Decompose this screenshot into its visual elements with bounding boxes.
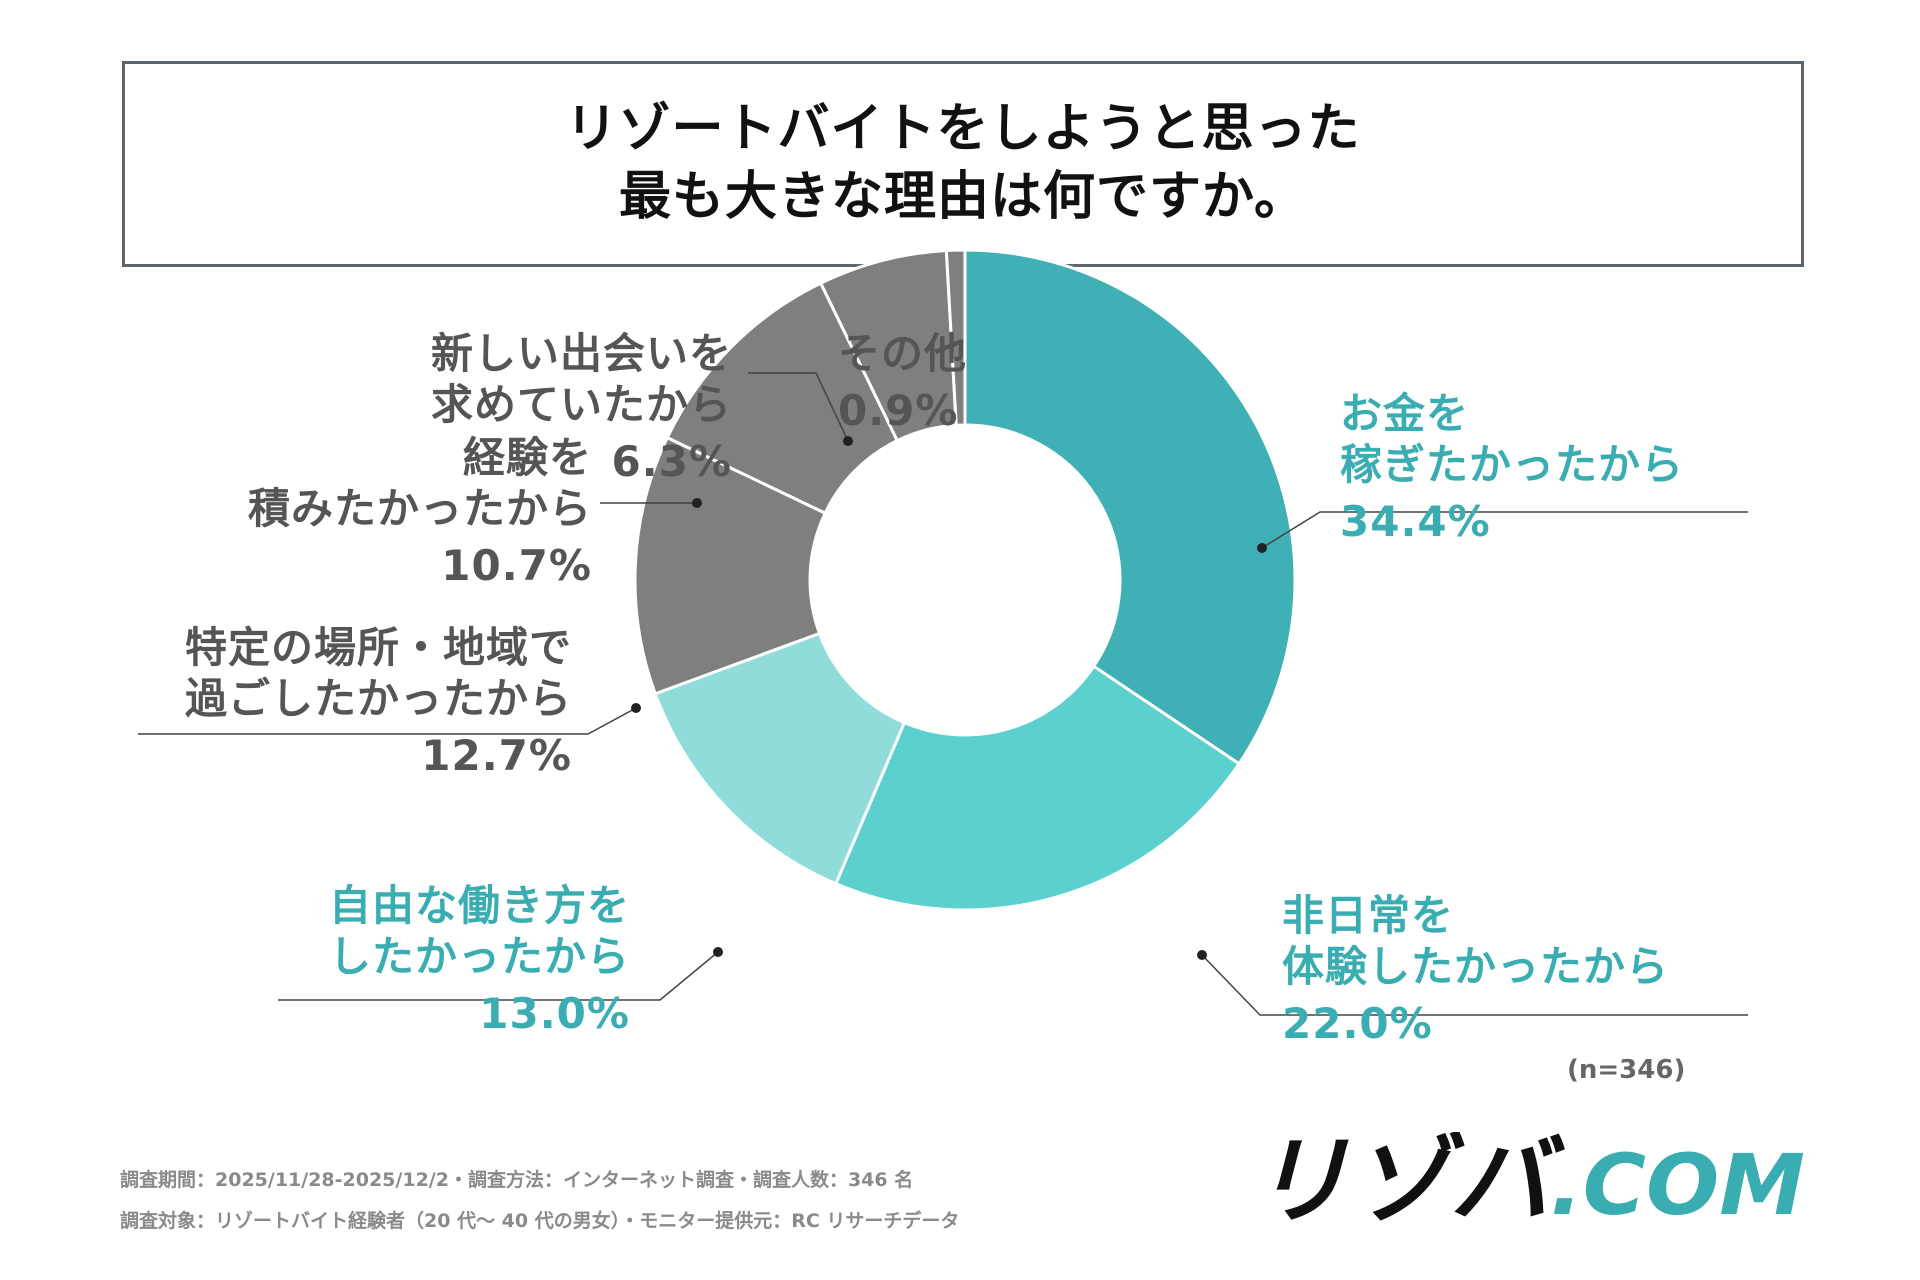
label-freedom-line2: したかったから [328,932,630,982]
label-encounter-line2: 求めていたから [430,380,732,430]
label-experience-line2: 積みたかったから [247,484,592,534]
data-label-freedom: 13.0% [479,989,630,1039]
label-money-line2: 稼ぎたかったから [1340,440,1685,490]
data-label-encounter: 6.3% [611,437,732,487]
label-experience-line1: 経験を [462,433,592,482]
leader-money [1261,511,1748,549]
footer-survey-info-2: 調査対象：リゾートバイト経験者（20 代～ 40 代の男女）・モニター提供元：R… [120,1210,960,1232]
label-place-line1: 特定の場所・地域で [184,623,572,672]
leader-place [138,707,637,735]
leader-extraordinary-dot [1197,950,1207,960]
leader-money-dot [1257,543,1267,553]
label-encounter-line1: 新しい出会いを [430,329,732,378]
label-money-line1: お金を [1340,389,1470,438]
leader-freedom-dot [713,947,723,957]
label-place: 特定の場所・地域で 過ごしたかったから 12.7% [185,622,572,782]
label-other: その他 0.9% [838,328,966,436]
label-encounter: 新しい出会いを 求めていたから 6.3% [431,328,732,488]
slice-other [944,248,967,427]
leader-extraordinary [1201,954,1748,1016]
label-extraordinary-line1: 非日常を [1282,891,1455,940]
leader-encounter [748,372,849,442]
title-line-2: 最も大きな理由は何ですか。 [619,167,1307,227]
logo-text-main: リゾバ [1250,1132,1566,1224]
label-freedom-line1: 自由な働き方を [328,881,630,930]
footer-survey-info-1: 調査期間：2025/11/28-2025/12/2・調査方法：インターネット調査… [120,1169,914,1191]
slice-money [963,248,1297,766]
leader-place-dot [631,703,641,713]
title-line-1: リゾートバイトをしようと思った [565,99,1361,160]
slice-place [633,435,828,696]
label-extraordinary-line2: 体験したかったから [1282,942,1670,992]
label-freedom: 自由な働き方を したかったから 13.0% [329,880,630,1040]
rizoba-com-logo: リゾバ .COM [1250,1132,1805,1224]
data-label-money: 34.4% [1340,497,1491,547]
leader-freedom [278,951,719,1001]
leader-experience-dot [692,498,702,508]
data-label-place: 12.7% [421,731,572,781]
slice-freedom [653,631,907,886]
leader-encounter-dot [843,436,853,446]
sample-size-note: (n=346) [1567,1055,1686,1085]
label-other-line1: その他 [838,329,968,378]
data-label-extraordinary: 22.0% [1282,999,1433,1049]
data-label-other: 0.9% [838,386,959,436]
title-box: リゾートバイトをしようと思った 最も大きな理由は何ですか。 [122,61,1804,267]
slice-extraordinary [833,664,1242,912]
label-money: お金を 稼ぎたかったから 34.4% [1340,388,1684,548]
logo-text-com: .COM [1550,1136,1805,1224]
label-place-line2: 過ごしたかったから [184,674,572,724]
label-experience: 経験を 積みたかったから 10.7% [248,432,592,592]
data-label-experience: 10.7% [441,541,592,591]
label-extraordinary: 非日常を 体験したかったから 22.0% [1282,890,1669,1050]
